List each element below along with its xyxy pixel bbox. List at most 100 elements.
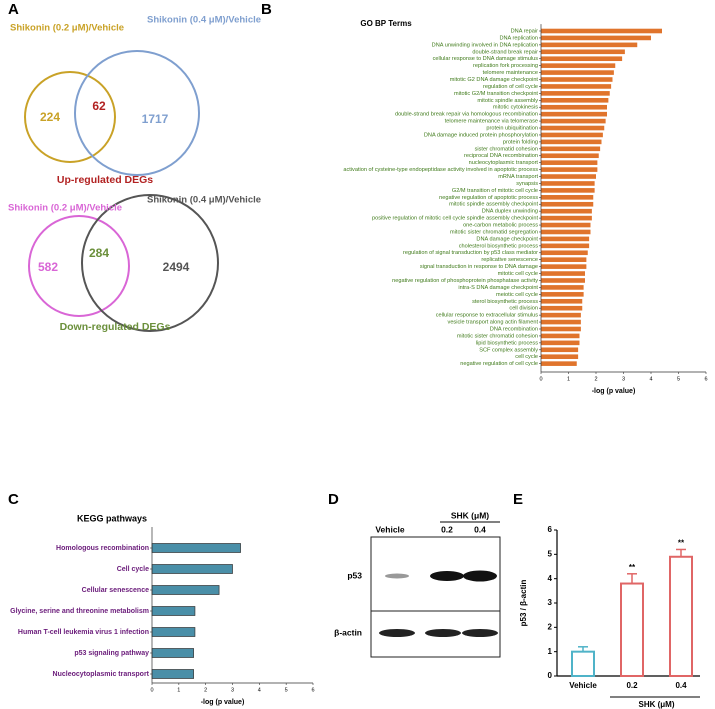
x-tick-label: 2	[204, 687, 207, 693]
bar	[541, 125, 605, 131]
category-label: mitotic sister chromatid cohesion	[457, 333, 538, 339]
band	[462, 629, 498, 637]
bar	[541, 361, 577, 366]
bar	[541, 104, 607, 110]
venn-title: Down-regulated DEGs	[60, 321, 171, 333]
category-label: p53 signaling pathway	[74, 650, 149, 657]
category-label: cellular response to DNA damage stimulus	[433, 56, 539, 62]
category-label: sister chromatid cohesion	[475, 146, 538, 152]
bar	[541, 236, 590, 242]
y-tick-label: 2	[548, 622, 553, 631]
bar	[151, 543, 241, 553]
bar	[151, 606, 196, 616]
chart-title: GO BP Terms	[360, 19, 412, 28]
y-tick-label: 6	[548, 525, 553, 534]
x-tick-label: 3	[622, 376, 625, 382]
bar	[541, 63, 616, 68]
category-label: cellular response to extracellular stimu…	[436, 313, 538, 319]
bar	[541, 222, 591, 228]
venn-count: 2494	[163, 260, 190, 274]
x-tick-label: 1	[567, 376, 570, 382]
bar	[541, 312, 581, 318]
venn-count: 62	[92, 99, 106, 113]
x-axis-label: -log (p value)	[201, 699, 245, 706]
y-tick-label: 4	[548, 574, 553, 583]
category-label: regulation of cell cycle	[483, 84, 538, 90]
bar	[541, 111, 607, 117]
set-label: Shikonin (0.2 μM)/Vehicle	[8, 203, 122, 214]
bar	[541, 146, 601, 152]
bar	[541, 319, 581, 325]
venn-title: Up-regulated DEGs	[57, 174, 153, 186]
category-label: mitotic spindle assembly	[477, 98, 538, 104]
blot-frame	[370, 536, 501, 658]
category-label: one-carbon metabolic process	[463, 223, 538, 229]
venn-circle	[28, 215, 130, 317]
band	[430, 571, 464, 581]
bar	[541, 188, 595, 193]
x-tick-label: 6	[704, 376, 707, 382]
bar	[151, 564, 233, 574]
panel-letter: C	[8, 491, 19, 508]
bar	[541, 229, 591, 235]
bar	[541, 354, 579, 360]
band	[379, 629, 415, 637]
blot-header: SHK (μM)	[451, 510, 489, 520]
venn-count: 284	[89, 246, 109, 260]
category-label: DNA replication	[499, 35, 538, 41]
bar	[541, 160, 598, 165]
category-label: telomere maintenance via telomerase	[445, 119, 538, 125]
category-label: double-strand break repair	[472, 49, 538, 55]
category-label: negative regulation of apoptotic process	[439, 195, 538, 201]
lane-label: 0.2	[441, 524, 453, 534]
bar	[541, 56, 623, 62]
category-label: negative regulation of phosphoprotein ph…	[392, 278, 538, 284]
category-label: mitotic spindle assembly checkpoint	[449, 202, 538, 208]
bar	[669, 555, 693, 677]
category-label: mitotic cell cycle	[498, 271, 538, 277]
category-label: vesicle transport along actin filament	[448, 320, 539, 326]
bar	[541, 215, 592, 221]
lane-label: 0.4	[474, 524, 486, 534]
bar	[541, 139, 602, 145]
panel-letter: B	[261, 1, 272, 18]
significance: **	[678, 539, 685, 548]
bar	[541, 153, 599, 159]
category-label: cholesterol biosynthetic process	[459, 243, 538, 249]
category-label: replication fork processing	[473, 63, 538, 69]
bar	[541, 167, 598, 172]
x-tick-label: 3	[231, 687, 234, 693]
category-label: telomere maintenance	[483, 70, 538, 76]
category-label: SCF complex assembly	[479, 347, 538, 353]
band	[385, 573, 409, 579]
category-label: meiotic cell cycle	[496, 292, 538, 298]
x-tick-label: 1	[177, 687, 180, 693]
y-tick-label: 0	[548, 671, 553, 680]
bar	[541, 250, 588, 256]
x-tick-label: 5	[677, 376, 680, 382]
category-label: DNA damage induced protein phosphorylati…	[424, 132, 538, 138]
category-label: regulation of signal transduction by p53…	[403, 250, 538, 256]
category-label: protein folding	[503, 139, 538, 145]
bar	[541, 278, 585, 283]
panel-letter: E	[513, 491, 523, 508]
bar	[541, 195, 594, 200]
y-tick-label: 5	[548, 549, 553, 558]
category-label: Human T-cell leukemia virus 1 infection	[18, 629, 149, 636]
bar	[541, 243, 590, 249]
venn-circle	[74, 50, 200, 176]
bar	[620, 582, 644, 677]
x-axis-label: SHK (μM)	[639, 700, 675, 709]
category-label: DNA unwinding involved in DNA replicatio…	[432, 42, 538, 48]
x-axis-label: -log (p value)	[592, 388, 636, 395]
x-tick-label: 0.4	[675, 681, 687, 690]
category-label: cell division	[509, 306, 538, 312]
category-label: negative regulation of cell cycle	[460, 361, 538, 367]
venn-count: 582	[38, 260, 58, 274]
lane-label: Vehicle	[375, 524, 405, 534]
bar	[541, 271, 585, 276]
category-label: Nucleocytoplasmic transport	[53, 671, 150, 678]
bar	[541, 84, 612, 89]
